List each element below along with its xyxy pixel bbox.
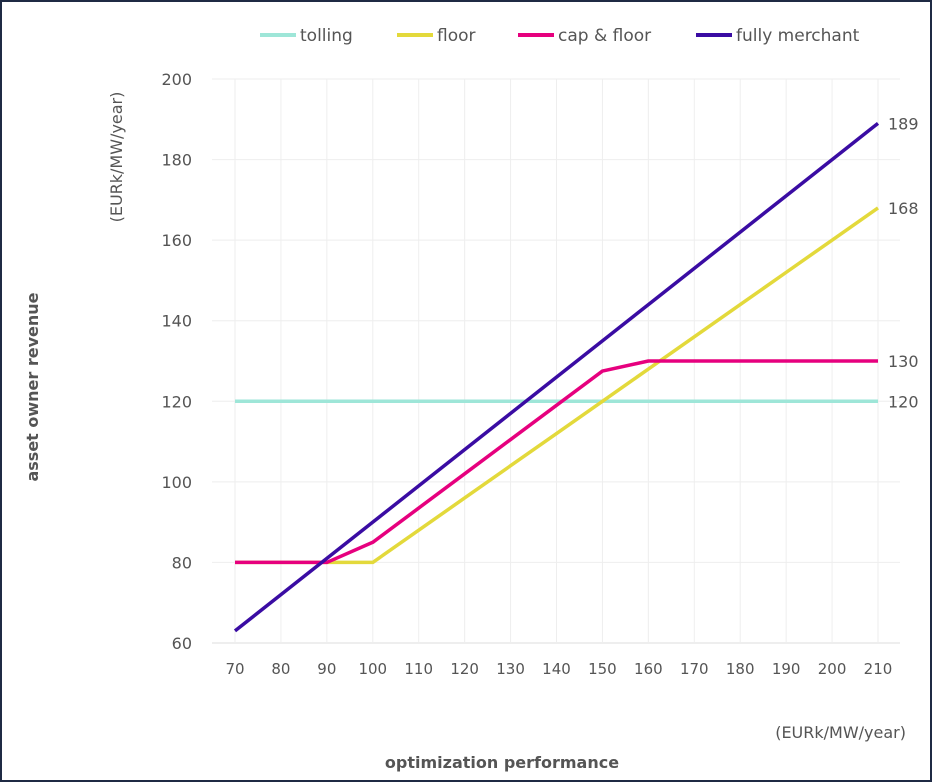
y-tick-label: 100	[161, 473, 192, 492]
legend-label: cap & floor	[558, 26, 651, 46]
y-axis-unit: (EURk/MW/year)	[107, 92, 126, 223]
legend-label: fully merchant	[736, 26, 860, 46]
x-tick-label: 130	[496, 660, 525, 678]
x-tick-label: 120	[450, 660, 479, 678]
x-tick-label: 200	[818, 660, 847, 678]
series-line-floor	[235, 206, 880, 565]
series-line-cap-floor	[235, 359, 878, 565]
y-tick-label: 60	[172, 634, 192, 653]
legend-label: floor	[437, 26, 476, 46]
x-tick-label: 140	[542, 660, 571, 678]
y-tick-label: 200	[161, 70, 192, 89]
end-data-label: 189	[888, 114, 919, 133]
x-axis-unit: (EURk/MW/year)	[775, 723, 906, 742]
x-tick-label: 70	[225, 660, 244, 678]
legend: tolling floor cap & floor fully merchant	[260, 26, 860, 46]
axis-ticks: 60 80 100 120 140 160 180 200 70 80 90 100 110 120 130…	[161, 70, 892, 678]
x-tick-label: 100	[358, 660, 387, 678]
x-tick-label: 170	[680, 660, 709, 678]
x-tick-label: 160	[634, 660, 663, 678]
y-tick-label: 160	[161, 231, 192, 250]
end-data-label: 120	[888, 392, 919, 411]
series-lines: 120 168 130 189	[233, 114, 919, 633]
end-data-label: 130	[888, 352, 919, 371]
x-tick-label: 80	[271, 660, 290, 678]
legend-label: tolling	[300, 26, 353, 46]
x-tick-label: 150	[588, 660, 617, 678]
y-tick-label: 80	[172, 553, 192, 572]
x-tick-label: 210	[864, 660, 893, 678]
x-tick-label: 180	[726, 660, 755, 678]
y-axis-label: asset owner revenue	[23, 292, 42, 481]
x-tick-label: 110	[404, 660, 433, 678]
x-tick-label: 90	[317, 660, 336, 678]
y-tick-label: 140	[161, 312, 192, 331]
series-line-fully-merchant	[233, 121, 880, 633]
y-tick-label: 180	[161, 151, 192, 170]
end-data-label: 168	[888, 199, 919, 218]
x-axis-label: optimization performance	[385, 753, 619, 772]
y-tick-label: 120	[161, 392, 192, 411]
x-tick-label: 190	[772, 660, 801, 678]
